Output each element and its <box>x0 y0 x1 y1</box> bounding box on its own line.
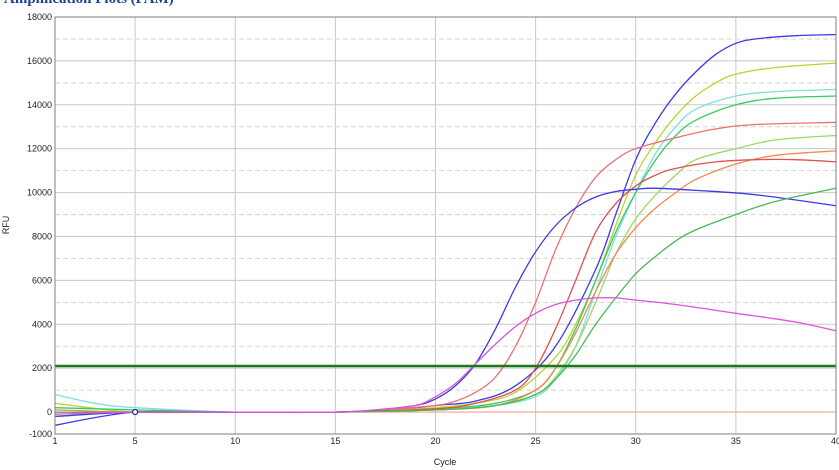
y-tick-label: 12000 <box>27 144 52 154</box>
y-tick-label: 8000 <box>32 231 52 241</box>
y-tick-label: 14000 <box>27 100 52 110</box>
x-tick-label: 35 <box>731 436 741 446</box>
y-tick-label: 18000 <box>27 12 52 22</box>
x-tick-label: 20 <box>430 436 440 446</box>
y-tick-label: 6000 <box>32 275 52 285</box>
x-axis-title: Cycle <box>434 457 457 467</box>
series-layer <box>54 33 837 426</box>
x-tick-label: 25 <box>531 436 541 446</box>
series-line <box>54 297 837 415</box>
x-tick-label: 40 <box>831 436 839 446</box>
y-axis-title: RFU <box>1 216 11 235</box>
series-line <box>54 62 837 414</box>
plot-area-border <box>54 16 837 435</box>
y-tick-label: 2000 <box>32 363 52 373</box>
x-tick-label: 1 <box>52 436 57 446</box>
series-line <box>55 187 837 413</box>
x-tick-label: 5 <box>133 436 138 446</box>
tick-label-layer: 1 5 10 15 20 25 30 35 40-10000200040006000800010… <box>27 12 839 446</box>
series-line <box>55 158 837 413</box>
series-line <box>55 121 837 413</box>
cycle-marker <box>132 408 139 416</box>
y-tick-label: -1000 <box>29 429 52 439</box>
y-tick-label: 0 <box>47 407 52 417</box>
y-tick-label: 16000 <box>27 56 52 66</box>
x-tick-label: 30 <box>631 436 641 446</box>
y-tick-label: 10000 <box>27 188 52 198</box>
series-line <box>54 88 837 414</box>
threshold-layer <box>55 364 836 416</box>
chart-title: Ampliﬁcation Plots (FAM) <box>4 0 174 8</box>
y-tick-label: 4000 <box>32 319 52 329</box>
series-line <box>54 187 837 418</box>
x-tick-label: 10 <box>230 436 240 446</box>
x-tick-label: 15 <box>330 436 340 446</box>
series-line <box>54 134 837 418</box>
grid-layer <box>55 17 836 434</box>
series-line <box>54 150 837 413</box>
